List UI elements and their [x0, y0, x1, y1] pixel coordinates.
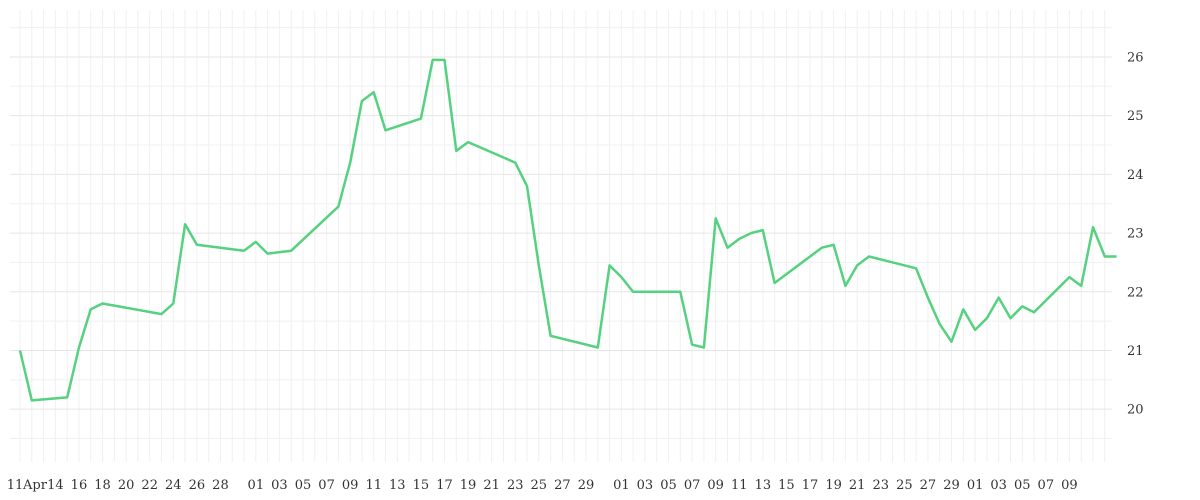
x-tick-label: 01 — [967, 478, 984, 493]
x-tick-label: 22 — [141, 478, 158, 493]
x-tick-label: 03 — [637, 478, 654, 493]
y-tick-label: 21 — [1127, 344, 1144, 359]
x-tick-label: 19 — [460, 478, 477, 493]
x-tick-label: 09 — [342, 478, 359, 493]
grid — [10, 10, 1112, 462]
x-tick-label: 05 — [295, 478, 312, 493]
x-tick-label: 13 — [755, 478, 772, 493]
y-tick-label: 20 — [1127, 403, 1144, 418]
x-tick-label: 25 — [896, 478, 913, 493]
x-tick-label: 29 — [943, 478, 960, 493]
x-tick-label: 28 — [212, 478, 229, 493]
x-tick-label: 09 — [707, 478, 724, 493]
x-tick-label: 05 — [660, 478, 677, 493]
x-tick-label: 05 — [1014, 478, 1031, 493]
x-tick-label: 13 — [389, 478, 406, 493]
x-tick-label: 16 — [71, 478, 88, 493]
x-tick-label: 17 — [802, 478, 819, 493]
y-tick-label: 22 — [1127, 285, 1144, 300]
x-tick-label: Apr — [22, 478, 48, 493]
x-tick-label: 27 — [920, 478, 937, 493]
x-tick-label: 23 — [507, 478, 524, 493]
x-axis: 11 Apr 14 16 18 20 22 24 26 28 01 03 05 07 09 11 13 15 17 1… — [7, 478, 1078, 493]
x-tick-label: 03 — [271, 478, 288, 493]
x-tick-label: 11 — [365, 478, 382, 493]
y-tick-label: 24 — [1127, 168, 1144, 183]
x-tick-label: 24 — [165, 478, 182, 493]
x-tick-label: 21 — [483, 478, 500, 493]
series-layer — [18, 58, 1117, 402]
series-line — [18, 58, 1117, 402]
x-tick-label: 07 — [1038, 478, 1055, 493]
x-tick-label: 09 — [1061, 478, 1078, 493]
y-tick-label: 26 — [1127, 50, 1144, 65]
x-tick-label: 15 — [413, 478, 430, 493]
x-tick-label: 15 — [778, 478, 795, 493]
x-tick-label: 11 — [7, 478, 24, 493]
x-tick-label: 26 — [189, 478, 206, 493]
x-tick-label: 20 — [118, 478, 135, 493]
x-tick-label: 11 — [731, 478, 748, 493]
y-axis: 20 21 22 23 24 25 26 — [1127, 50, 1144, 417]
x-tick-label: 29 — [578, 478, 595, 493]
x-tick-label: 23 — [872, 478, 889, 493]
x-tick-label: 07 — [318, 478, 335, 493]
y-tick-label: 25 — [1127, 109, 1144, 124]
x-tick-label: 18 — [94, 478, 111, 493]
x-tick-label: 01 — [248, 478, 265, 493]
x-tick-label: 01 — [613, 478, 630, 493]
x-tick-label: 27 — [554, 478, 571, 493]
x-tick-label: 07 — [684, 478, 701, 493]
y-tick-label: 23 — [1127, 227, 1144, 242]
x-tick-label: 25 — [531, 478, 548, 493]
x-tick-label: 17 — [436, 478, 453, 493]
x-tick-label: 14 — [47, 478, 64, 493]
x-tick-label: 03 — [990, 478, 1007, 493]
x-tick-label: 21 — [849, 478, 866, 493]
x-tick-label: 19 — [825, 478, 842, 493]
